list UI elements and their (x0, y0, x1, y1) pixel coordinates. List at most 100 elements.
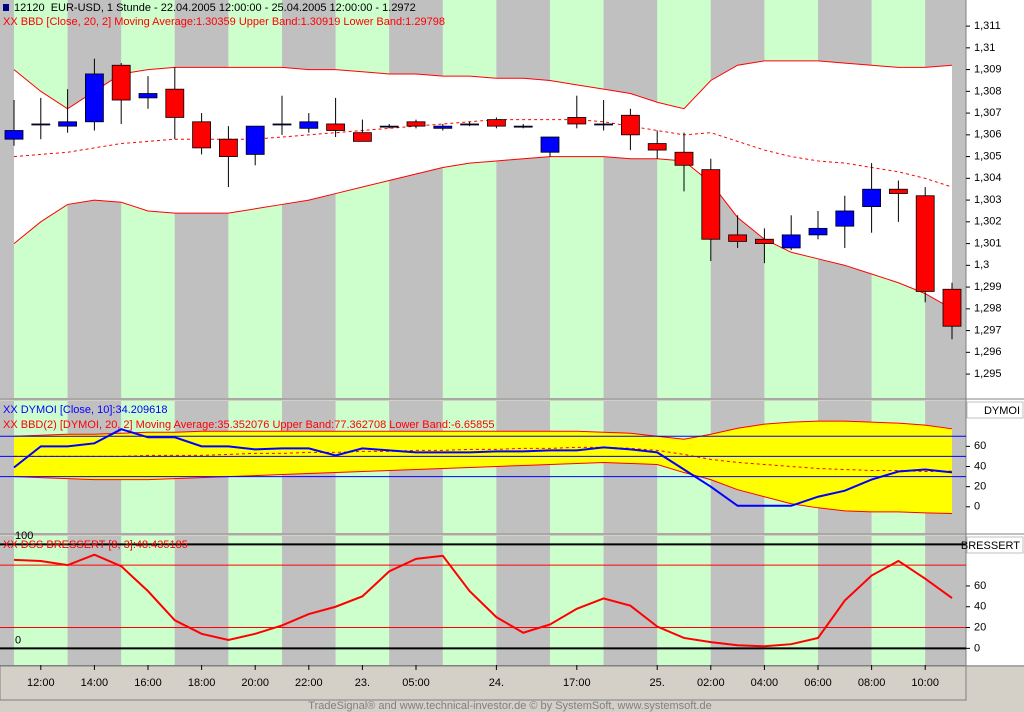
header: 12120 EUR-USD, 1 Stunde - 22.04.2005 12:… (14, 2, 416, 14)
stripe (657, 536, 711, 665)
y-tick-label: 40 (974, 460, 986, 472)
stripe (550, 0, 604, 398)
y-tick-label: 1,303 (974, 194, 1002, 206)
band-lower (13, 156, 953, 310)
y-tick-label: 1,295 (974, 368, 1002, 380)
y-tick-label: 1,309 (974, 64, 1002, 76)
stripe (550, 536, 604, 665)
chart-subtitle: XX BBD(2) [DYMOI, 20, 2] Moving Average:… (3, 419, 494, 431)
footer: TradeSignal® and www.technical-investor.… (308, 700, 711, 712)
x-tick-label: 17:00 (563, 677, 591, 689)
x-tick-label: 05:00 (402, 677, 430, 689)
candle-body (513, 125, 533, 128)
y-tick-label: 1,308 (974, 85, 1002, 97)
candle-body (111, 64, 131, 101)
stripe (0, 401, 14, 533)
candle-body (31, 123, 51, 126)
candle-body (674, 151, 694, 166)
y-tick-label: 1,301 (974, 237, 1002, 249)
y-tick-label: 0 (974, 642, 980, 654)
stripe (14, 536, 68, 665)
axis-label-box (966, 536, 1024, 554)
bound-label: 0 (15, 634, 21, 646)
stripe (228, 536, 282, 665)
x-tick-label: 02:00 (697, 677, 725, 689)
y-tick-label: 1,307 (974, 107, 1002, 119)
y-tick-label: 40 (974, 601, 986, 613)
y-tick-label: 1,296 (974, 346, 1002, 358)
y-tick-label: 1,297 (974, 324, 1002, 336)
band-middle (14, 446, 953, 473)
band-fill (14, 60, 952, 309)
candle-body (540, 136, 560, 153)
candle-body (299, 121, 319, 129)
stripe (389, 536, 443, 665)
candle-body (138, 93, 158, 99)
y-tick-label: 1,311 (974, 20, 1001, 32)
x-tick-label: 06:00 (804, 677, 832, 689)
y-tick-label: 1,298 (974, 303, 1002, 315)
stripe (550, 401, 604, 533)
chart-title: XX DYMOI [Close, 10]:34.209618 (3, 404, 167, 416)
stripe (335, 536, 390, 665)
stripe (282, 536, 336, 665)
chart-title: XX DSS BRESSERT [8, 3]:48.435185 (3, 539, 188, 551)
stripe (925, 536, 966, 665)
x-tick-label: 12:00 (27, 677, 55, 689)
candle-body (755, 238, 774, 244)
stripe (174, 536, 229, 665)
header-icon (3, 4, 9, 11)
candle-body (460, 123, 480, 126)
y-tick-label: 60 (974, 580, 986, 592)
stripe (442, 536, 497, 665)
candle-body (835, 210, 855, 227)
indicator-line (13, 553, 953, 648)
x-tick-label: 10:00 (911, 677, 939, 689)
candle-body (567, 117, 587, 125)
candle-body (272, 123, 292, 126)
indicator-line (13, 428, 953, 507)
x-tick-label: 14:00 (81, 677, 109, 689)
stripe (496, 401, 550, 533)
stripe (0, 536, 14, 665)
stripe (496, 536, 550, 665)
candle-body (621, 114, 640, 136)
candle-body (942, 288, 962, 327)
band-upper (13, 420, 953, 440)
y-tick-label: 1,302 (974, 216, 1002, 228)
candle-body (808, 227, 828, 236)
candle-body (245, 125, 265, 155)
candle-body (728, 234, 747, 242)
stripe (496, 0, 550, 398)
candle-body (406, 121, 426, 127)
y-tick-label: 0 (974, 501, 980, 513)
band-middle (13, 119, 953, 188)
x-tick-label: 18:00 (188, 677, 216, 689)
stripe (871, 536, 926, 665)
chart-title: XX BBD [Close, 20, 2] Moving Average:1.3… (3, 16, 445, 28)
x-tick-label: 22:00 (295, 677, 323, 689)
candle-body (379, 125, 399, 128)
candle-body (165, 88, 185, 118)
band-upper (13, 60, 953, 110)
x-tick-label: 20:00 (241, 677, 269, 689)
candle-body (862, 188, 881, 208)
y-tick-label: 20 (974, 481, 986, 493)
stripe (335, 0, 390, 398)
y-tick-label: 1,299 (974, 281, 1002, 293)
stripe (0, 0, 14, 398)
stripe (603, 0, 658, 398)
candle-body (58, 121, 77, 127)
right-axis-area (966, 0, 1024, 665)
axis-label: DYMOI (984, 405, 1020, 417)
x-tick-label: 23. (355, 677, 370, 689)
candle-body (781, 234, 801, 249)
x-tick-label: 24. (489, 677, 504, 689)
candle-body (326, 123, 346, 131)
stripe (603, 401, 658, 533)
stripe (389, 0, 443, 398)
candle-body (4, 130, 24, 140)
band-fill (14, 421, 952, 514)
x-tick-label: 16:00 (134, 677, 162, 689)
